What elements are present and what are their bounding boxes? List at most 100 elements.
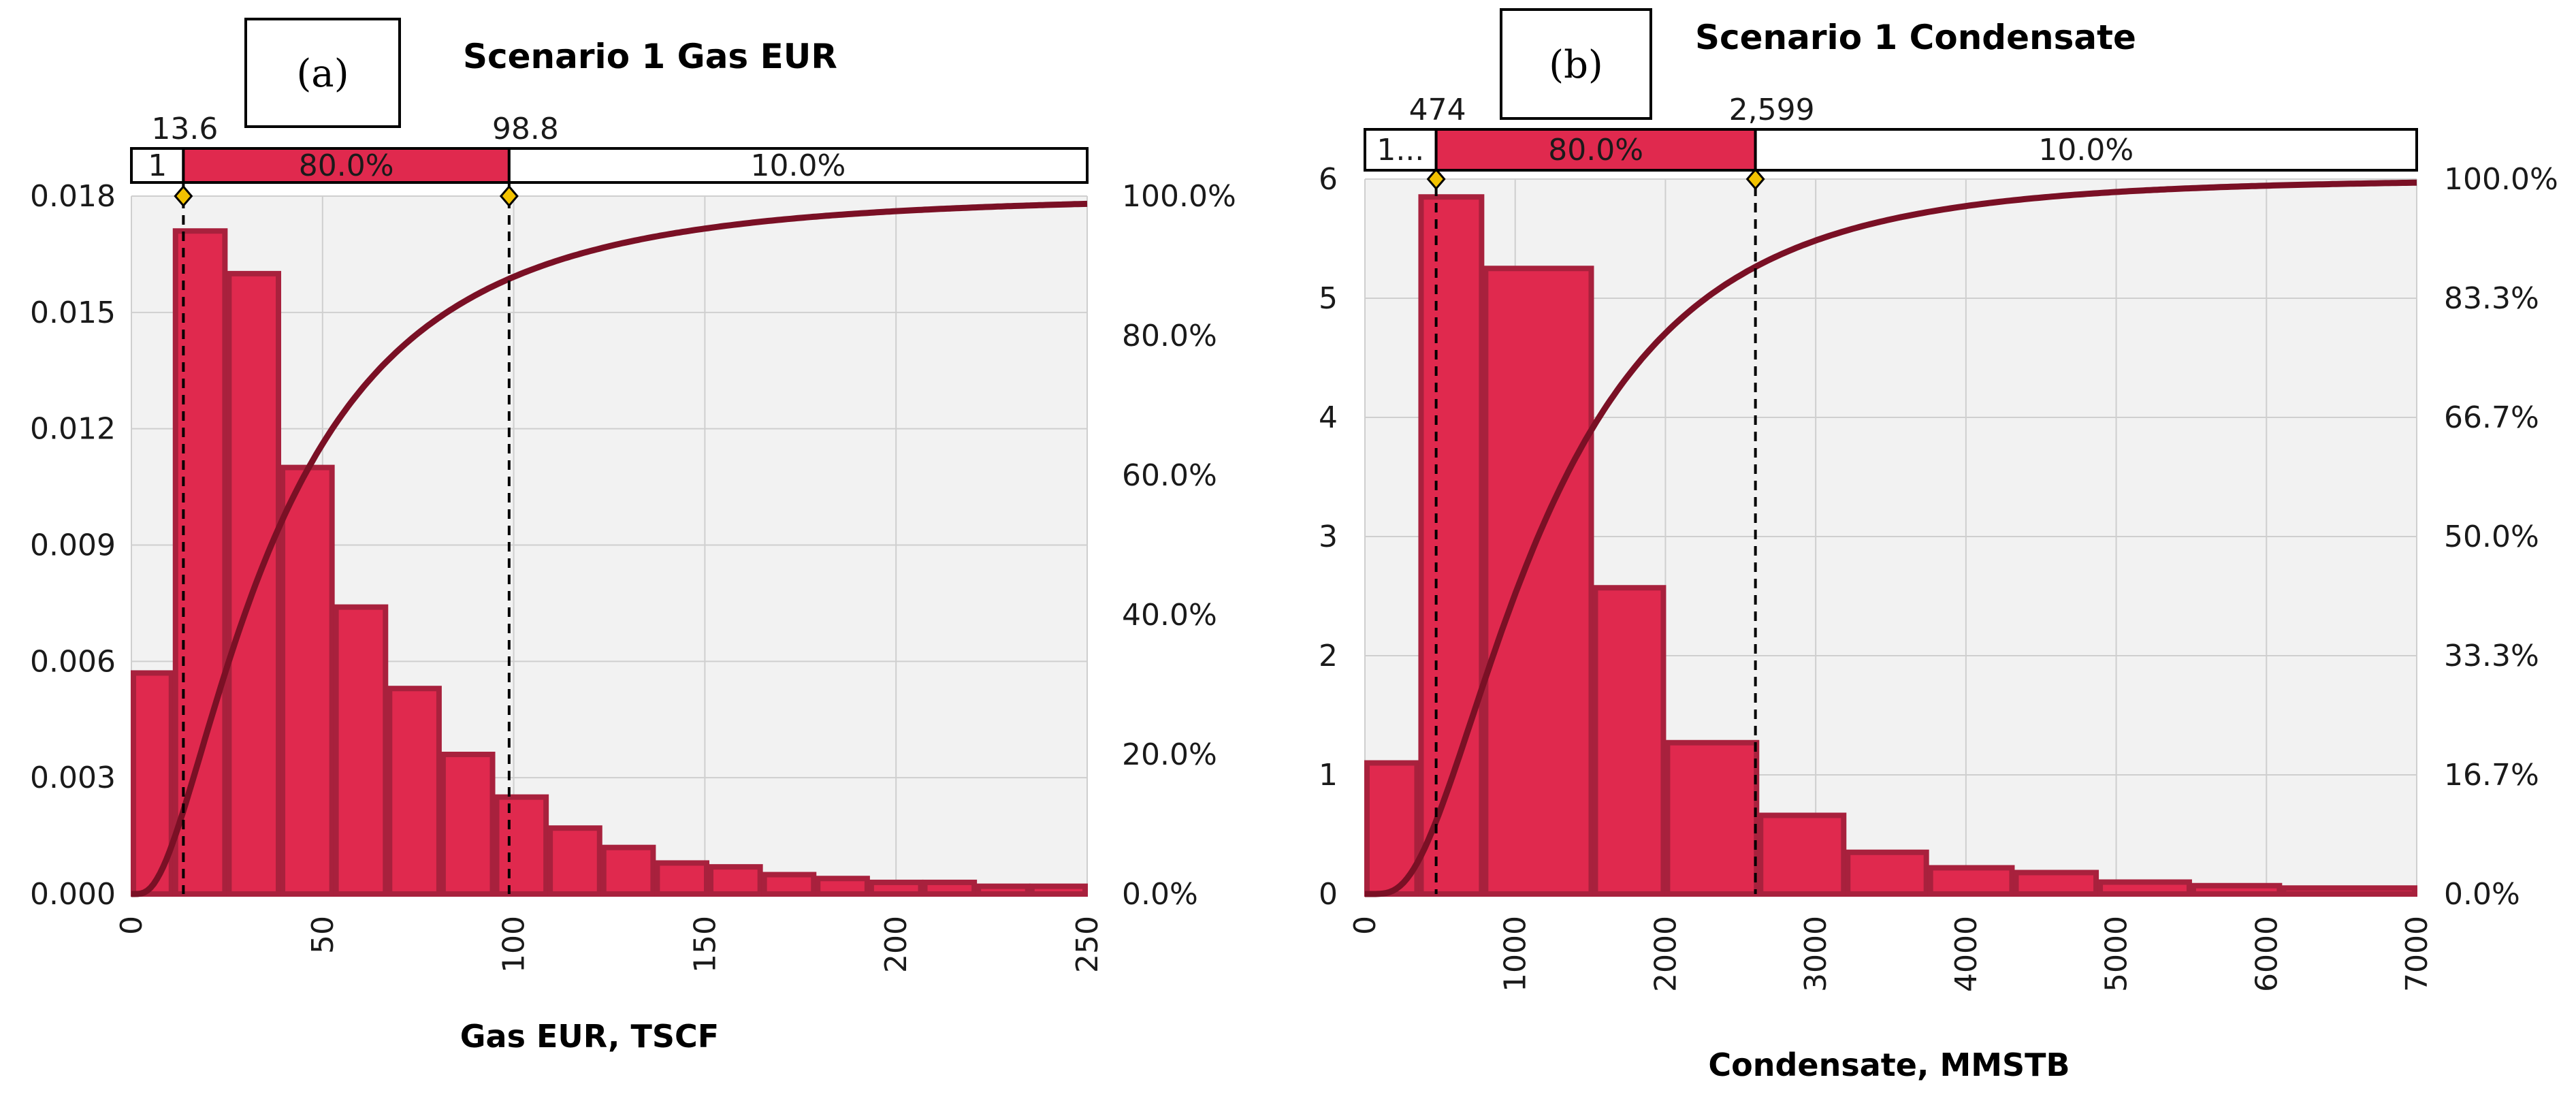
band-left-segment-a — [130, 147, 185, 184]
y2-tick-label: 100.0% — [1122, 179, 1236, 214]
y-tick-label: 0.018 — [30, 179, 116, 214]
y2-tick-label: 80.0% — [1122, 319, 1217, 353]
percentile-marker-diamond — [1426, 167, 1446, 191]
percentile-band-b: 1... 80.0% 10.0% — [1364, 128, 2419, 172]
band-left-segment-b — [1364, 128, 1438, 172]
percentile-marker-diamond — [499, 185, 519, 208]
percentile-band-a: 1 80.0% 10.0% — [130, 147, 1089, 184]
band-right-label-a: 10.0% — [751, 148, 846, 183]
x-tick-label: 6000 — [2249, 916, 2284, 992]
histogram-bar — [1845, 849, 1929, 897]
histogram-bar — [600, 844, 656, 897]
band-left-label-b: 1... — [1376, 133, 1424, 167]
y2-tick-label: 83.3% — [2444, 281, 2539, 316]
x-tick-label: 0 — [114, 916, 149, 935]
x-axis-ticks-a: 0 50 100 150 200 250 — [114, 916, 1105, 973]
marker-label-low-a: 13.6 — [151, 112, 218, 146]
x-tick-label: 1000 — [1498, 916, 1533, 992]
y2-axis-ticks-b: 0.0% 16.7% 33.3% 50.0% 66.7% 83.3% 100.0… — [2444, 162, 2558, 912]
histogram-bar — [1029, 883, 1089, 897]
marker-label-high-a: 98.8 — [492, 112, 559, 146]
band-middle-segment-b — [1434, 128, 1757, 172]
bars-b — [1364, 194, 2418, 897]
histogram-bar — [547, 825, 602, 897]
y-tick-label: 0.012 — [30, 412, 116, 447]
histogram-bar — [333, 604, 389, 897]
y-tick-label: 4 — [1319, 400, 1338, 435]
y2-tick-label: 66.7% — [2444, 400, 2539, 435]
y2-axis-ticks-a: 0.0% 20.0% 40.0% 60.0% 80.0% 100.0% — [1122, 179, 1236, 912]
x-axis-label-b: Condensate, MMSTB — [1708, 1047, 2070, 1083]
y-tick-label: 3 — [1319, 520, 1338, 554]
percentile-marker-diamond — [1745, 167, 1765, 191]
y-tick-label: 0.000 — [30, 877, 116, 912]
cdf-curve-a — [131, 200, 1088, 897]
y-tick-label: 1 — [1319, 758, 1338, 793]
x-tick-label: 50 — [306, 916, 340, 954]
histogram-bar — [1664, 739, 1760, 897]
histogram-bar — [761, 872, 817, 897]
y-tick-label: 0.015 — [30, 296, 116, 330]
y-tick-label: 6 — [1319, 162, 1338, 197]
band-right-label-b: 10.0% — [2038, 133, 2134, 167]
y-tick-label: 0.009 — [30, 528, 116, 563]
y-tick-label: 5 — [1319, 281, 1338, 316]
y-axis-ticks-b: 0 1 2 3 4 5 6 — [1319, 162, 1338, 912]
y2-tick-label: 16.7% — [2444, 758, 2539, 793]
x-tick-label: 200 — [879, 916, 914, 973]
x-tick-label: 0 — [1348, 916, 1383, 935]
y-tick-label: 0 — [1319, 877, 1338, 912]
histogram-bar — [1483, 266, 1594, 897]
histogram-bar — [2013, 869, 2099, 897]
x-tick-label: 5000 — [2099, 916, 2134, 992]
y2-tick-label: 33.3% — [2444, 639, 2539, 673]
band-left-label-a: 1 — [148, 148, 167, 183]
marker-label-high-b: 2,599 — [1729, 93, 1815, 127]
y2-tick-label: 20.0% — [1122, 737, 1217, 772]
y2-tick-label: 0.0% — [1122, 877, 1198, 912]
y-tick-label: 0.006 — [30, 644, 116, 679]
y2-tick-label: 0.0% — [2444, 877, 2520, 912]
y2-tick-label: 60.0% — [1122, 458, 1217, 493]
y2-tick-label: 40.0% — [1122, 598, 1217, 633]
y2-tick-label: 50.0% — [2444, 520, 2539, 554]
histogram-bar — [1592, 585, 1667, 897]
x-tick-label: 150 — [688, 916, 722, 973]
band-right-segment-a — [507, 147, 1089, 184]
panel-label-b: (b) — [1549, 43, 1603, 87]
cdf-curve-b — [1365, 179, 2417, 897]
x-tick-label: 4000 — [1949, 916, 1984, 992]
chart-panel-a: (a) Scenario 1 Gas EUR 1 80.0% 10.0% 13.… — [30, 18, 1236, 1055]
x-axis-label-a: Gas EUR, TSCF — [460, 1018, 719, 1055]
histogram-bar — [387, 686, 442, 897]
band-middle-label-a: 80.0% — [299, 148, 394, 183]
marker-lines-a — [174, 182, 519, 894]
band-right-segment-b — [1754, 128, 2419, 172]
histogram-bar — [1418, 194, 1485, 897]
percentile-marker-diamond — [174, 185, 193, 208]
x-tick-label: 100 — [497, 916, 532, 973]
histogram-bar — [868, 879, 924, 897]
histogram-bar — [708, 864, 763, 897]
chart-panel-b: (b) Scenario 1 Condensate 1... 80.0% 10.… — [1319, 8, 2558, 1083]
x-tick-label: 7000 — [2400, 916, 2434, 992]
x-tick-label: 250 — [1070, 916, 1105, 973]
chart-title-b: Scenario 1 Condensate — [1695, 18, 2136, 57]
histogram-bar — [494, 794, 549, 897]
histogram-bar — [922, 879, 978, 897]
y-axis-ticks-a: 0.000 0.003 0.006 0.009 0.012 0.015 0.01… — [30, 179, 116, 912]
marker-lines-b — [1426, 167, 1765, 894]
chart-title-a: Scenario 1 Gas EUR — [463, 37, 837, 76]
panel-label-box-b — [1500, 8, 1652, 120]
histogram-bar — [2097, 879, 2192, 897]
histogram-bar — [2190, 882, 2283, 897]
histogram-bar — [1758, 812, 1847, 897]
x-tick-label: 3000 — [1799, 916, 1833, 992]
histogram-bar — [815, 876, 870, 897]
y2-tick-label: 100.0% — [2444, 162, 2558, 197]
band-middle-label-b: 80.0% — [1548, 133, 1643, 167]
histogram-bar — [2281, 885, 2418, 897]
histogram-bar — [654, 860, 710, 897]
histogram-bar — [280, 464, 335, 897]
